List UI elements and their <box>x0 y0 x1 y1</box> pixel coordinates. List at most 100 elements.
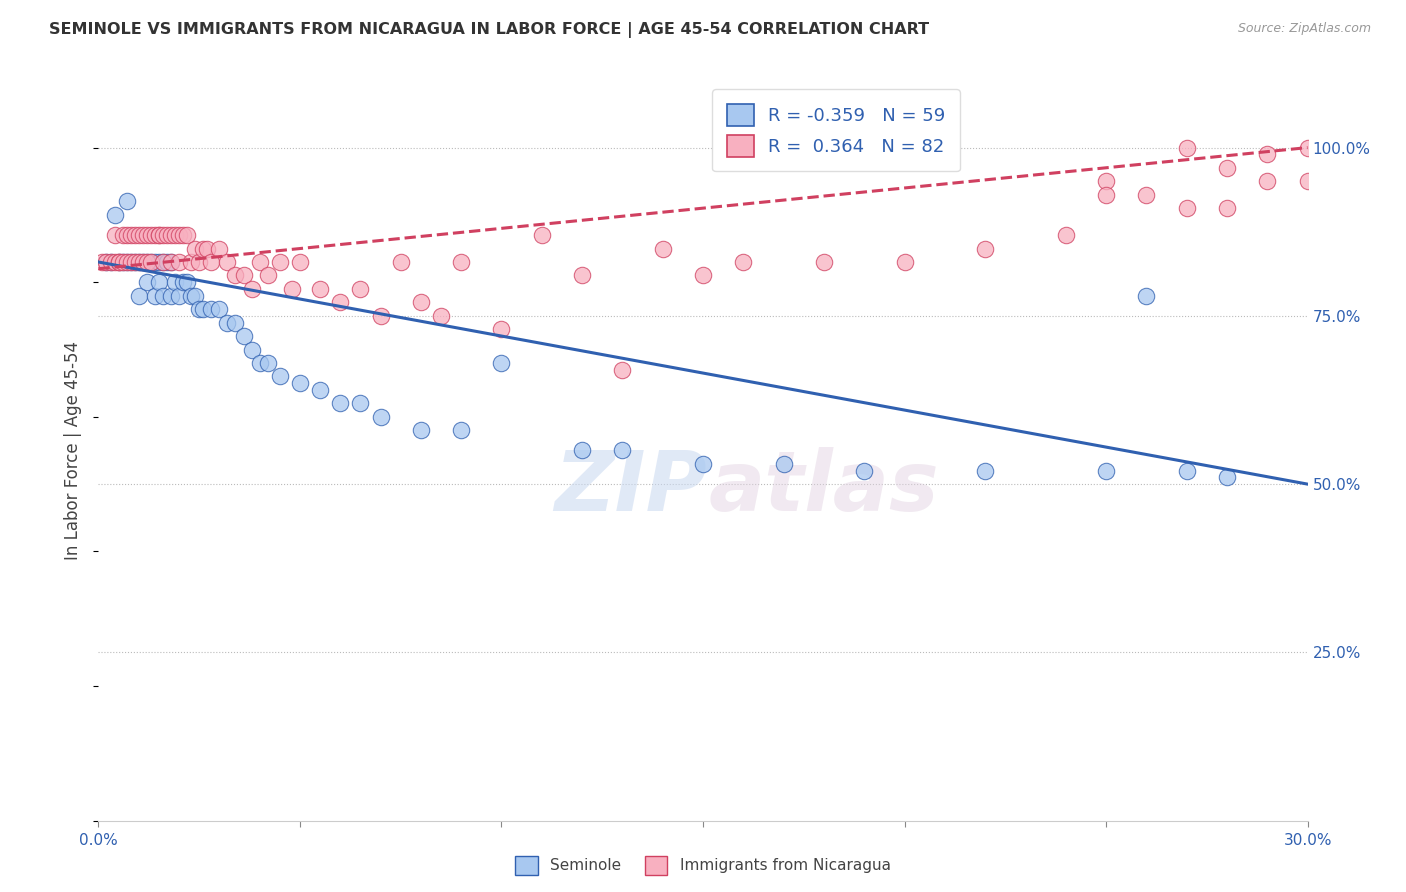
Point <box>160 255 183 269</box>
Point <box>269 369 291 384</box>
Point <box>1175 140 1198 154</box>
Point <box>1296 140 1319 154</box>
Point <box>1054 228 1077 243</box>
Point <box>135 255 157 269</box>
Point <box>139 255 162 269</box>
Point <box>217 255 239 269</box>
Point <box>349 282 371 296</box>
Point <box>240 282 263 296</box>
Point <box>103 255 125 269</box>
Point <box>163 275 186 289</box>
Point <box>132 228 155 243</box>
Point <box>309 383 332 397</box>
Point <box>152 255 174 269</box>
Point <box>1095 464 1118 478</box>
Point <box>370 309 392 323</box>
Point <box>256 356 278 370</box>
Point <box>409 295 432 310</box>
Point <box>184 288 207 302</box>
Point <box>217 316 239 330</box>
Point <box>128 255 150 269</box>
Point <box>974 464 997 478</box>
Point <box>143 255 166 269</box>
Point <box>135 255 157 269</box>
Point <box>430 309 453 323</box>
Point <box>450 255 472 269</box>
Point <box>733 255 755 269</box>
Point <box>107 255 129 269</box>
Point <box>152 288 174 302</box>
Point <box>1296 174 1319 188</box>
Point <box>491 322 513 336</box>
Point <box>128 255 150 269</box>
Point <box>224 268 246 283</box>
Point <box>167 255 190 269</box>
Point <box>120 255 142 269</box>
Point <box>135 228 157 243</box>
Point <box>111 255 134 269</box>
Point <box>139 228 162 243</box>
Point <box>200 302 222 317</box>
Point <box>124 255 146 269</box>
Point <box>139 255 162 269</box>
Point <box>571 268 593 283</box>
Point <box>148 228 170 243</box>
Point <box>193 242 215 256</box>
Point <box>1175 464 1198 478</box>
Point <box>124 228 146 243</box>
Point <box>195 242 218 256</box>
Point <box>152 228 174 243</box>
Text: atlas: atlas <box>709 447 939 528</box>
Legend: R = -0.359   N = 59, R =  0.364   N = 82: R = -0.359 N = 59, R = 0.364 N = 82 <box>713 89 960 171</box>
Point <box>111 228 134 243</box>
Text: Source: ZipAtlas.com: Source: ZipAtlas.com <box>1237 22 1371 36</box>
Point <box>249 255 271 269</box>
Point <box>160 255 183 269</box>
Point <box>974 242 997 256</box>
Point <box>156 255 179 269</box>
Point <box>143 228 166 243</box>
Point <box>1256 147 1278 161</box>
Point <box>571 443 593 458</box>
Point <box>124 255 146 269</box>
Point <box>107 255 129 269</box>
Point <box>103 228 125 243</box>
Point <box>111 255 134 269</box>
Point <box>692 268 714 283</box>
Point <box>450 423 472 437</box>
Point <box>180 288 202 302</box>
Point <box>115 255 138 269</box>
Point <box>1095 187 1118 202</box>
Point <box>853 464 876 478</box>
Y-axis label: In Labor Force | Age 45-54: In Labor Force | Age 45-54 <box>65 341 83 560</box>
Point <box>1256 174 1278 188</box>
Point <box>1216 201 1239 215</box>
Point <box>208 242 231 256</box>
Point <box>1216 161 1239 175</box>
Point <box>184 242 207 256</box>
Point <box>491 356 513 370</box>
Point <box>148 275 170 289</box>
Point <box>115 194 138 209</box>
Point <box>208 302 231 317</box>
Point <box>1135 288 1157 302</box>
Point <box>172 275 194 289</box>
Point <box>132 255 155 269</box>
Point <box>128 228 150 243</box>
Point <box>156 228 179 243</box>
Point <box>281 282 304 296</box>
Point <box>148 255 170 269</box>
Point <box>651 242 673 256</box>
Point <box>103 208 125 222</box>
Point <box>288 376 311 391</box>
Point <box>612 362 634 376</box>
Point <box>143 288 166 302</box>
Point <box>172 228 194 243</box>
Point <box>100 255 122 269</box>
Point <box>288 255 311 269</box>
Point <box>692 457 714 471</box>
Point <box>224 316 246 330</box>
Point <box>100 255 122 269</box>
Point <box>148 228 170 243</box>
Point <box>188 255 211 269</box>
